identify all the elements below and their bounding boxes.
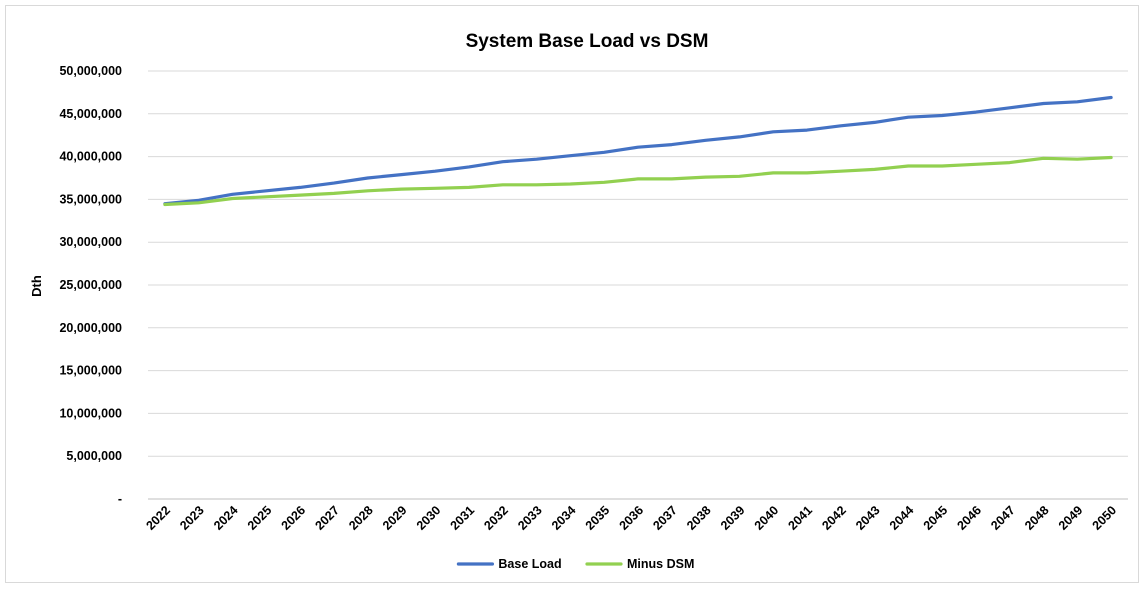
y-tick-label: 30,000,000 [59, 235, 122, 249]
x-tick-label: 2042 [819, 503, 849, 533]
x-tick-label: 2034 [549, 503, 579, 533]
y-tick-label: 10,000,000 [59, 406, 122, 420]
y-tick-label: 5,000,000 [66, 449, 122, 463]
legend-label: Minus DSM [627, 557, 694, 571]
chart-title: System Base Load vs DSM [466, 31, 709, 52]
x-tick-label: 2047 [988, 503, 1018, 533]
y-tick-label: 50,000,000 [59, 64, 122, 78]
y-axis-ticks: - 5,000,000 10,000,000 15,000,000 20,000,000… [59, 64, 122, 506]
legend-label: Base Load [498, 557, 561, 571]
y-tick-label: 25,000,000 [59, 278, 122, 292]
x-tick-label: 2033 [515, 503, 545, 533]
x-tick-label: 2037 [650, 503, 680, 533]
x-tick-label: 2022 [143, 503, 173, 533]
series-line-base-load [163, 95, 1113, 206]
x-tick-label: 2050 [1090, 503, 1120, 533]
x-tick-label: 2038 [684, 503, 714, 533]
x-tick-label: 2027 [312, 503, 342, 533]
x-tick-label: 2044 [887, 503, 917, 533]
x-tick-label: 2029 [380, 503, 410, 533]
x-tick-label: 2048 [1022, 503, 1052, 533]
legend: Base Load Minus DSM [456, 557, 694, 571]
series-lines [163, 95, 1113, 207]
y-tick-label: - [118, 492, 122, 506]
x-tick-label: 2040 [752, 503, 782, 533]
x-tick-label: 2039 [718, 503, 748, 533]
y-tick-label: 35,000,000 [59, 192, 122, 206]
x-tick-label: 2046 [954, 503, 984, 533]
x-tick-label: 2023 [177, 503, 207, 533]
x-axis-ticks: 2022 2023 2024 2025 2026 2027 2028 2029 2030 2031… [143, 503, 1119, 533]
x-tick-label: 2036 [617, 503, 647, 533]
series-line-minus-dsm [163, 155, 1113, 207]
y-tick-label: 20,000,000 [59, 321, 122, 335]
x-tick-label: 2043 [853, 503, 883, 533]
chart-frame [5, 5, 1139, 583]
gridlines [148, 70, 1128, 500]
x-tick-label: 2032 [481, 503, 511, 533]
x-tick-label: 2035 [583, 503, 613, 533]
x-tick-label: 2031 [448, 503, 478, 533]
x-tick-label: 2024 [211, 503, 241, 533]
y-tick-label: 40,000,000 [59, 150, 122, 164]
x-tick-label: 2030 [414, 503, 444, 533]
x-tick-label: 2049 [1056, 503, 1086, 533]
y-tick-label: 15,000,000 [59, 364, 122, 378]
x-tick-label: 2026 [279, 503, 309, 533]
x-tick-label: 2045 [921, 503, 951, 533]
y-axis-label: Dth [29, 275, 44, 297]
x-tick-label: 2028 [346, 503, 376, 533]
x-tick-label: 2041 [786, 503, 816, 533]
x-tick-label: 2025 [245, 503, 275, 533]
y-tick-label: 45,000,000 [59, 107, 122, 121]
